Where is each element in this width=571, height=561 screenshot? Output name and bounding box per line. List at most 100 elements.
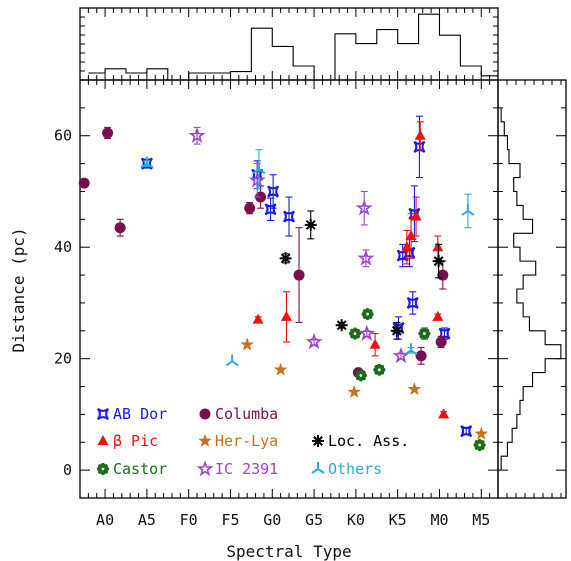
series-7 [140,149,475,367]
legend-entry: β Pic [97,432,158,450]
data-point [279,252,292,265]
data-point [273,362,288,376]
data-point [435,336,447,348]
legend-marker [97,435,109,445]
right-histogram-steps [500,107,562,471]
x-tick-label: K5 [389,511,407,529]
x-tick-label: G5 [305,511,323,529]
legend-entry: Her-Lya [198,432,278,450]
data-point [369,338,381,349]
y-axis-label: Distance (pc) [9,227,28,352]
data-point [418,327,431,340]
data-point [335,319,348,332]
x-tick-label: M0 [430,511,448,529]
data-point [461,203,475,216]
series-0 [140,115,473,438]
data-point [102,127,114,139]
series-1 [78,126,449,379]
legend-label: Her-Lya [215,432,278,450]
legend-marker [96,407,110,421]
x-tick-label: A0 [96,511,114,529]
legend-label: AB Dor [113,405,167,423]
data-point [437,269,449,281]
data-point [252,313,264,324]
data-point [404,343,418,356]
data-point [248,171,266,188]
legend-marker [196,460,214,477]
data-point [267,185,280,198]
data-point [354,369,367,382]
series-4 [279,210,445,340]
y-tick-label: 20 [54,350,72,368]
data-point [347,384,362,398]
series-2 [252,121,450,419]
legend-entry: IC 2391 [196,460,278,478]
legend-label: Others [328,460,382,478]
data-point [474,426,489,440]
data-point [357,249,375,266]
x-tick-label: K0 [347,511,365,529]
data-point [407,382,422,396]
legend-marker [199,408,211,420]
legend-entry: Loc. Ass. [312,432,409,450]
data-point [361,307,374,321]
data-point [432,241,444,252]
x-tick-label: G0 [263,511,281,529]
data-point [438,327,451,340]
data-point [225,354,239,367]
data-point [114,222,126,234]
data-point [414,129,426,140]
data-point [473,438,486,452]
data-point [405,230,417,241]
y-tick-label: 0 [63,461,72,479]
data-point [282,210,296,223]
legend-marker [96,462,110,476]
data-point [373,363,386,376]
legend-entry: Others [311,460,382,478]
data-point [140,156,154,169]
data-point [396,249,409,262]
data-point [252,162,266,175]
data-point [305,333,323,350]
right-histogram-panel [497,79,567,499]
data-point [304,218,317,231]
data-point [460,425,473,438]
data-point [358,324,376,341]
x-tick-label: A5 [138,511,156,529]
top-histogram-steps [88,13,498,81]
data-point [413,140,426,153]
data-marks [78,115,489,452]
legend-label: Castor [113,460,167,478]
main-plot-panel: A0 A5 F0 F5 G0 G5 K0 K5 M0 M5 0 20 40 60 [54,79,499,529]
legend-entry: Castor [96,460,167,478]
data-point [432,310,444,321]
legend: AB Dor Columba β Pic Her-Lya Loc. Ass. Castor… [96,405,409,478]
legend-entry: AB Dor [96,405,167,423]
top-histogram-panel [79,7,499,81]
series-3 [240,337,489,440]
data-point [244,202,256,214]
data-point [415,350,427,362]
legend-label: β Pic [113,432,158,450]
data-point [406,296,419,309]
data-point [401,241,413,252]
legend-marker [312,435,324,447]
x-tick-label: M5 [472,511,490,529]
legend-marker [198,433,212,447]
legend-label: Columba [215,405,278,423]
x-axis-label: Spectral Type [226,542,351,561]
data-point [355,199,373,216]
data-point [78,177,90,189]
data-point [410,210,422,221]
data-point [432,255,445,268]
top-hist-frame [79,7,499,81]
data-point [390,324,403,337]
data-point [188,126,206,143]
data-point [438,408,450,419]
data-point [240,337,255,351]
series-5 [348,307,486,452]
x-tick-label: F0 [180,511,198,529]
x-tick-label: F5 [221,511,239,529]
legend-label: IC 2391 [215,460,278,478]
